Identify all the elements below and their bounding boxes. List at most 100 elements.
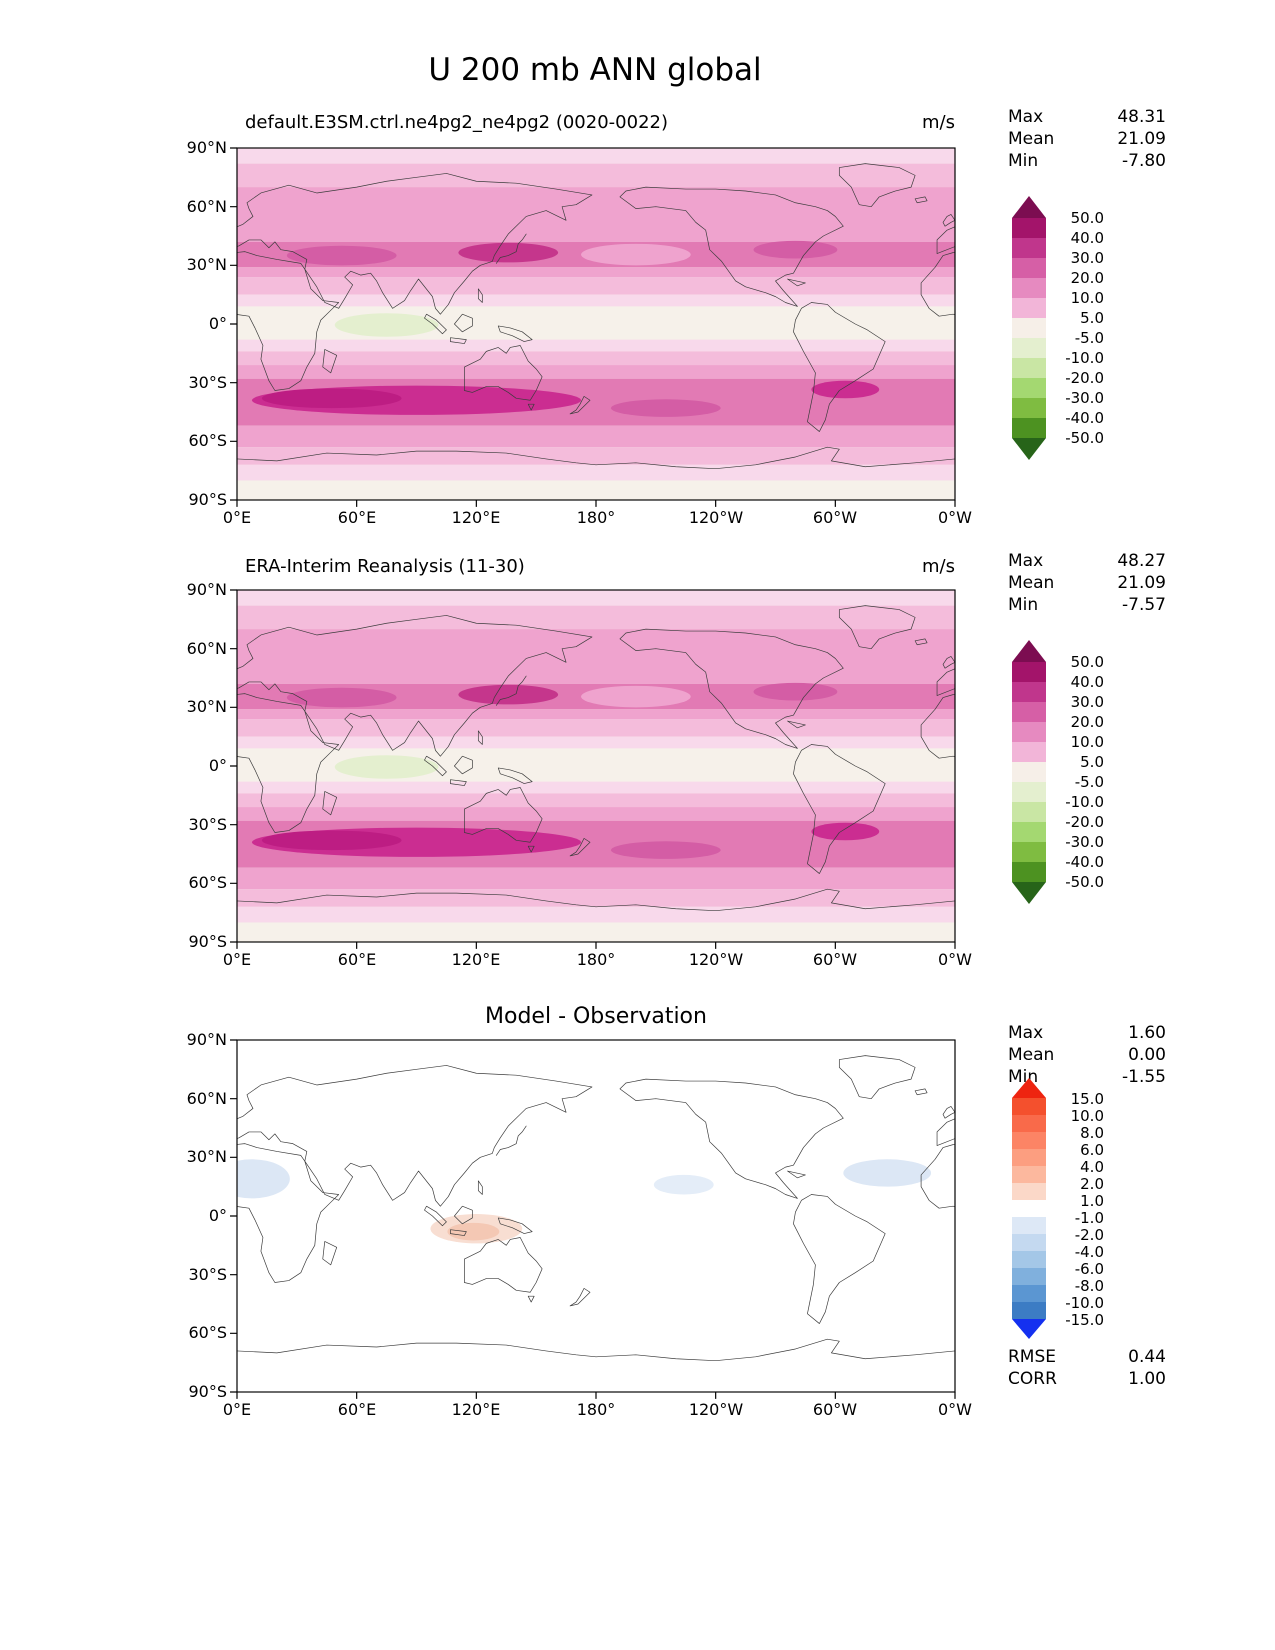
cb-tick-label: -10.0 — [1065, 349, 1104, 367]
world-map-model — [229, 147, 956, 508]
colorbar-reanalysis — [1012, 640, 1046, 904]
x-tick-label: 120°E — [451, 508, 501, 527]
cb-tick-label: -15.0 — [1065, 1311, 1104, 1329]
y-tick-label: 90°S — [188, 1382, 227, 1401]
x-tick-label: 120°E — [451, 950, 501, 969]
y-tick-label: 30°S — [188, 373, 227, 392]
cb-tick-label: 40.0 — [1070, 229, 1104, 247]
stat-label: RMSE — [1008, 1347, 1057, 1367]
cb-tick-label: -30.0 — [1065, 833, 1104, 851]
stat-label: Min — [1008, 151, 1039, 171]
cb-tick-label: 40.0 — [1070, 673, 1104, 691]
stat-value: 48.27 — [1117, 551, 1166, 571]
panel1-units: m/s — [922, 112, 955, 133]
x-tick-label: 60°W — [812, 950, 858, 969]
stat-label: Max — [1008, 1023, 1044, 1043]
cb-tick-label: 5.0 — [1080, 753, 1104, 771]
y-tick-label: 0° — [208, 756, 227, 775]
y-tick-label: 90°N — [186, 138, 227, 157]
y-tick-label: 0° — [208, 314, 227, 333]
stat-label: Mean — [1008, 129, 1055, 149]
cb-tick-label: 10.0 — [1070, 289, 1104, 307]
y-tick-label: 30°S — [188, 1265, 227, 1284]
cb-tick-label: 30.0 — [1070, 249, 1104, 267]
stat-value: 21.09 — [1117, 573, 1166, 593]
colorbar-arrow-down — [1012, 1319, 1046, 1339]
y-tick-label: 90°N — [186, 1030, 227, 1049]
stat-value: 1.60 — [1128, 1023, 1166, 1043]
y-tick-label: 60°S — [188, 1323, 227, 1342]
cb-tick-label: 30.0 — [1070, 693, 1104, 711]
y-tick-label: 90°S — [188, 490, 227, 509]
x-tick-label: 60°E — [337, 950, 377, 969]
cb-tick-label: -4.0 — [1074, 1243, 1104, 1261]
cb-tick-label: 15.0 — [1070, 1090, 1104, 1108]
x-tick-label: 0°E — [222, 1400, 252, 1419]
cb-tick-label: -50.0 — [1065, 873, 1104, 891]
stat-value: -7.57 — [1122, 595, 1166, 615]
cb-tick-label: 8.0 — [1080, 1124, 1104, 1142]
stat-value: -7.80 — [1122, 151, 1166, 171]
cb-tick-label: 1.0 — [1080, 1192, 1104, 1210]
world-map-reanalysis — [229, 589, 956, 950]
y-tick-label: 60°S — [188, 873, 227, 892]
x-tick-label: 60°E — [337, 508, 377, 527]
colorbar-arrow-up — [1012, 1078, 1046, 1098]
cb-tick-label: 10.0 — [1070, 733, 1104, 751]
cb-tick-label: 20.0 — [1070, 269, 1104, 287]
cb-tick-label: -10.0 — [1065, 793, 1104, 811]
stats-rmse-corr: RMSE 0.44 CORR 1.00 — [1008, 1346, 1166, 1390]
cb-tick-label: -2.0 — [1074, 1226, 1104, 1244]
stats-difference: Max 1.60 Mean 0.00 Min -1.55 — [1008, 1022, 1166, 1088]
cb-tick-label: -20.0 — [1065, 369, 1104, 387]
cb-tick-label: -40.0 — [1065, 409, 1104, 427]
x-tick-label: 120°W — [688, 950, 744, 969]
x-tick-label: 180° — [576, 1400, 616, 1419]
stats-model: Max 48.31 Mean 21.09 Min -7.80 — [1008, 106, 1166, 172]
cb-tick-label: -10.0 — [1065, 1294, 1104, 1312]
stat-value: -1.55 — [1122, 1067, 1166, 1087]
colorbar-arrow-down — [1012, 438, 1046, 460]
panel3-title: Model - Observation — [485, 1004, 707, 1029]
y-tick-label: 60°S — [188, 431, 227, 450]
colorbar-model — [1012, 196, 1046, 460]
x-tick-label: 0°E — [222, 950, 252, 969]
cb-tick-label: -5.0 — [1074, 773, 1104, 791]
x-tick-label: 120°W — [688, 1400, 744, 1419]
stat-label: Mean — [1008, 573, 1055, 593]
panel2-units: m/s — [922, 556, 955, 577]
cb-tick-label: 50.0 — [1070, 209, 1104, 227]
x-tick-label: 180° — [576, 508, 616, 527]
y-tick-label: 90°N — [186, 580, 227, 599]
cb-tick-label: -8.0 — [1074, 1277, 1104, 1295]
cb-tick-label: 6.0 — [1080, 1141, 1104, 1159]
y-tick-label: 60°N — [186, 1089, 227, 1108]
x-tick-label: 60°W — [812, 1400, 858, 1419]
panel1-title: default.E3SM.ctrl.ne4pg2_ne4pg2 (0020-00… — [245, 112, 668, 133]
y-tick-label: 90°S — [188, 932, 227, 951]
cb-tick-label: 10.0 — [1070, 1107, 1104, 1125]
world-map-difference — [229, 1039, 956, 1400]
stat-label: Mean — [1008, 1045, 1055, 1065]
panel2-title: ERA-Interim Reanalysis (11-30) — [245, 556, 525, 577]
colorbar-difference — [1012, 1078, 1046, 1339]
colorbar-arrow-up — [1012, 640, 1046, 662]
x-tick-label: 180° — [576, 950, 616, 969]
x-tick-label: 0°W — [938, 508, 972, 527]
stat-label: Min — [1008, 595, 1039, 615]
x-tick-label: 120°W — [688, 508, 744, 527]
y-tick-label: 30°S — [188, 815, 227, 834]
colorbar-arrow-down — [1012, 882, 1046, 904]
cb-tick-label: -20.0 — [1065, 813, 1104, 831]
stat-label: CORR — [1008, 1369, 1057, 1389]
page-title: U 200 mb ANN global — [428, 52, 762, 88]
cb-tick-label: -30.0 — [1065, 389, 1104, 407]
y-tick-label: 30°N — [186, 255, 227, 274]
stat-value: 1.00 — [1128, 1369, 1166, 1389]
cb-tick-label: 4.0 — [1080, 1158, 1104, 1176]
stat-value: 0.44 — [1128, 1347, 1166, 1367]
cb-tick-label: 5.0 — [1080, 309, 1104, 327]
colorbar-arrow-up — [1012, 196, 1046, 218]
y-tick-label: 0° — [208, 1206, 227, 1225]
